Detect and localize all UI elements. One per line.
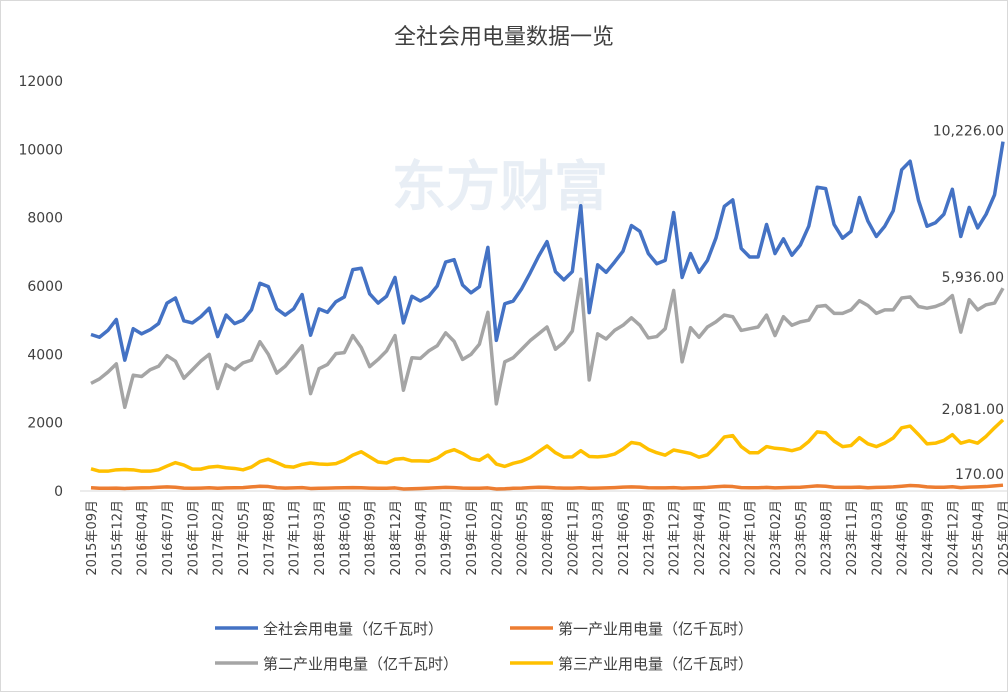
legend-label: 第一产业用电量（亿千瓦时）	[558, 620, 753, 638]
x-tick-label: 2016年04月	[136, 500, 151, 576]
y-tick-label: 10000	[18, 142, 63, 158]
series-line	[90, 418, 1005, 473]
x-tick-label: 2015年12月	[110, 500, 125, 576]
x-tick-label: 2022年07月	[718, 500, 733, 576]
x-tick-label: 2016年07月	[161, 500, 176, 576]
x-tick-label: 2023年02月	[769, 500, 784, 576]
series-line	[90, 141, 1005, 362]
x-tick-label: 2017年02月	[212, 500, 227, 576]
x-tick-label: 2023年11月	[845, 500, 860, 576]
data-label: 2,081.00	[942, 402, 1004, 418]
x-tick-label: 2019年10月	[465, 500, 480, 576]
y-tick-label: 8000	[27, 211, 63, 227]
x-tick-label: 2016年10月	[186, 500, 201, 576]
x-tick-label: 2018年12月	[389, 500, 404, 576]
x-tick-label: 2024年12月	[946, 500, 961, 576]
y-tick-label: 2000	[27, 416, 63, 432]
x-tick-label: 2020年05月	[516, 500, 531, 576]
x-tick-label: 2023年08月	[820, 500, 835, 576]
x-tick-label: 2019年07月	[440, 500, 455, 576]
x-tick-label: 2021年09月	[642, 500, 657, 576]
x-tick-label: 2017年05月	[237, 500, 252, 576]
x-tick-label: 2024年03月	[870, 500, 885, 576]
x-tick-label: 2020年02月	[490, 500, 505, 576]
x-tick-label: 2024年06月	[896, 500, 911, 576]
x-tick-label: 2020年11月	[566, 500, 581, 576]
legend-label: 全社会用电量（亿千瓦时）	[263, 620, 443, 638]
x-tick-label: 2019年04月	[414, 500, 429, 576]
data-label: 5,936.00	[942, 270, 1004, 286]
x-tick-label: 2021年03月	[592, 500, 607, 576]
watermark: 东方财富	[392, 155, 608, 218]
x-tick-label: 2025年07月	[997, 500, 1008, 576]
x-tick-label: 2015年09月	[85, 500, 100, 576]
legend-label: 第二产业用电量（亿千瓦时）	[263, 655, 458, 673]
x-tick-label: 2022年04月	[693, 500, 708, 576]
x-tick-label: 2017年08月	[262, 500, 277, 576]
x-tick-label: 2021年06月	[617, 500, 632, 576]
series-line	[90, 277, 1005, 410]
x-tick-label: 2020年08月	[541, 500, 556, 576]
x-tick-label: 2025年04月	[972, 500, 987, 576]
x-tick-label: 2022年10月	[744, 500, 759, 576]
x-tick-label: 2018年09月	[364, 500, 379, 576]
y-tick-label: 12000	[18, 74, 63, 90]
data-label: 170.00	[955, 467, 1004, 483]
x-tick-label: 2023年05月	[794, 500, 809, 576]
chart-title: 全社会用电量数据一览	[394, 25, 614, 50]
x-tick-label: 2017年11月	[288, 500, 303, 576]
y-tick-label: 4000	[27, 347, 63, 363]
y-tick-label: 6000	[27, 279, 63, 295]
x-tick-label: 2018年06月	[338, 500, 353, 576]
x-tick-label: 2024年09月	[921, 500, 936, 576]
x-tick-label: 2021年12月	[668, 500, 683, 576]
series-line	[90, 483, 1004, 491]
x-tick-label: 2018年03月	[313, 500, 328, 576]
y-tick-label: 0	[54, 484, 63, 500]
legend-label: 第三产业用电量（亿千瓦时）	[558, 655, 753, 673]
data-label: 10,226.00	[933, 124, 1004, 140]
